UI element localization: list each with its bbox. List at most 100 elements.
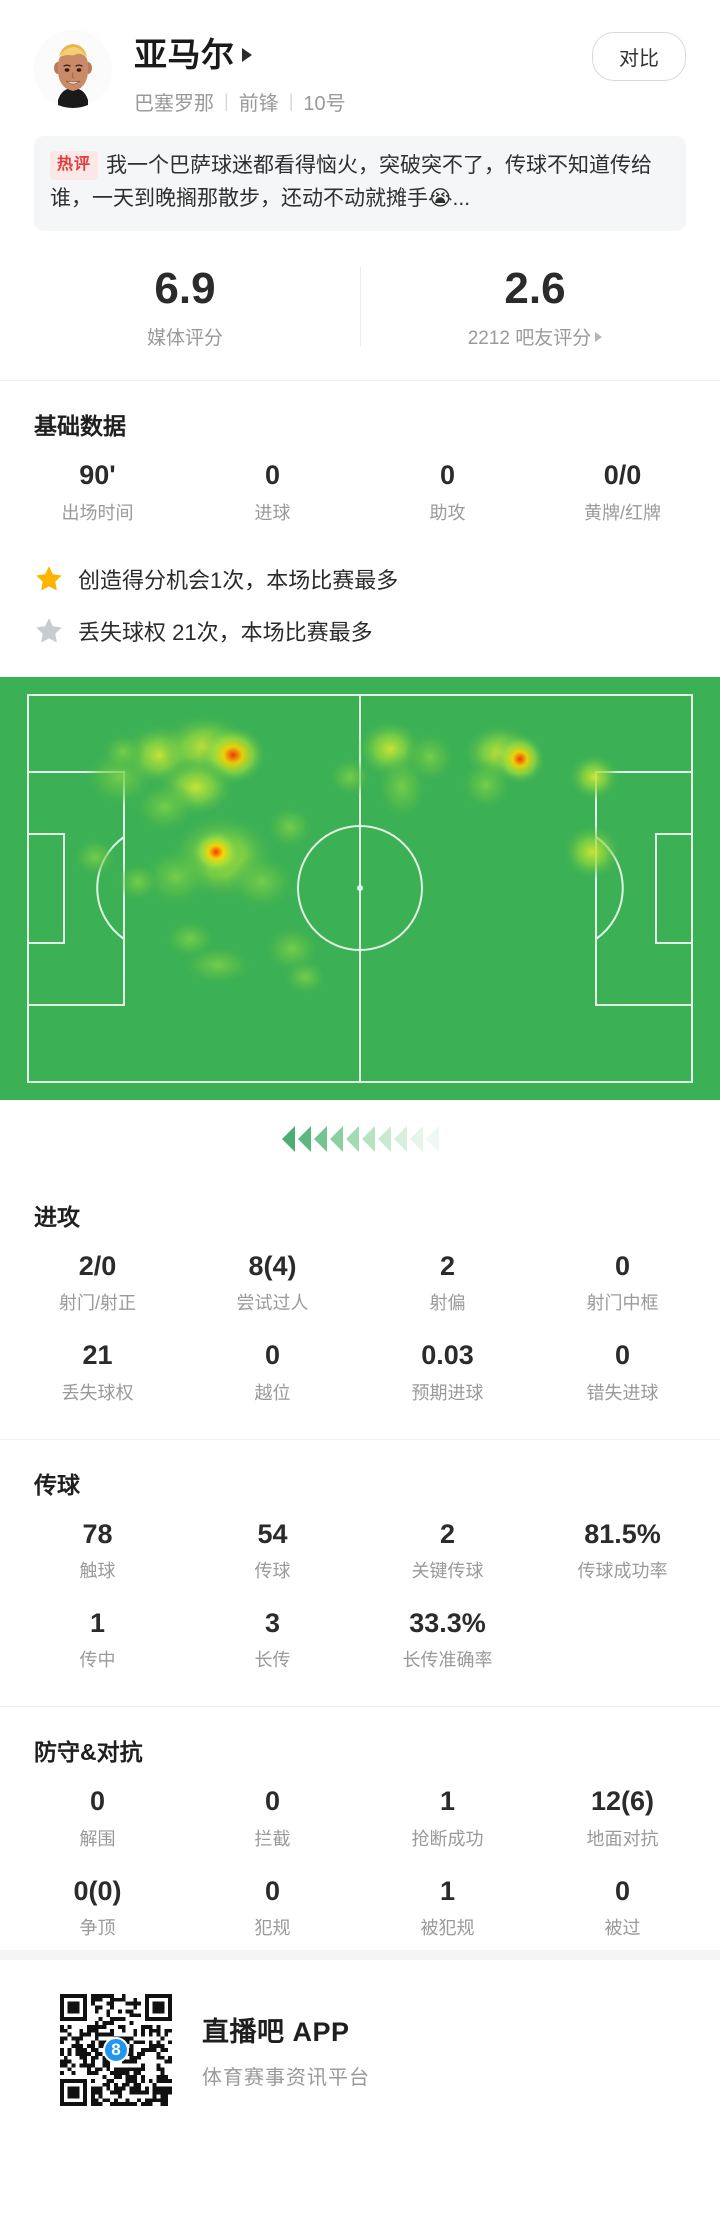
stat-value: 81.5% — [584, 1518, 661, 1549]
chevron-left-icon — [425, 1125, 439, 1152]
app-tagline: 体育赛事资讯平台 — [202, 2067, 370, 2090]
qr-code[interactable]: 8 — [60, 1994, 172, 2107]
stat-label: 长传准确率 — [402, 1650, 493, 1671]
stat-cell: 0 射门中框 — [535, 1236, 710, 1325]
stat-value: 1 — [439, 1875, 456, 1906]
player-position: 前锋 — [238, 93, 279, 115]
app-footer: 8 直播吧 APP 体育赛事资讯平台 — [0, 1960, 720, 2146]
stat-label: 长传 — [254, 1650, 291, 1671]
star-gold-icon — [36, 566, 62, 591]
stat-cell: 1 被犯规 — [360, 1861, 535, 1950]
stat-label: 关键传球 — [411, 1561, 484, 1582]
stat-label: 触球 — [79, 1561, 116, 1582]
stat-cell: 0 解围 — [10, 1771, 185, 1860]
stat-label: 越位 — [254, 1382, 291, 1403]
hot-comment-text: 我一个巴萨球迷都看得恼火，突破突不了，传球不知道传给谁，一天到晚搁那散步，还动不… — [50, 154, 653, 210]
highlights: 创造得分机会1次，本场比赛最多丢失球权 21次，本场比赛最多 — [0, 535, 720, 677]
basic-stats-grid: 90' 出场时间 0 进球 0 助攻 0/0 黄牌/红牌 — [0, 445, 720, 534]
stat-value: 0 — [264, 1875, 281, 1906]
stat-value: 0 — [89, 1786, 106, 1817]
stat-cell: 12(6) 地面对抗 — [535, 1771, 710, 1860]
divider — [0, 380, 720, 382]
stat-value: 8(4) — [248, 1250, 297, 1281]
stat-label: 传球成功率 — [577, 1561, 668, 1582]
highlight-text: 丢失球权 21次，本场比赛最多 — [78, 619, 373, 645]
avatar-image — [34, 30, 112, 108]
stat-label: 争顶 — [79, 1918, 116, 1939]
stat-value: 2 — [439, 1518, 456, 1549]
stat-cell: 0 助攻 — [360, 445, 535, 534]
stat-cell: 2 射偏 — [360, 1236, 535, 1325]
chevron-left-icon — [313, 1125, 327, 1152]
section-title-defense: 防守&对抗 — [34, 1739, 143, 1766]
section-title-basic: 基础数据 — [34, 413, 126, 440]
app-name: 直播吧 APP — [202, 2017, 350, 2048]
divider — [0, 1706, 720, 1708]
stat-label: 黄牌/红牌 — [583, 502, 661, 523]
stat-value: 54 — [257, 1518, 288, 1549]
stat-value: 0 — [264, 1786, 281, 1817]
stat-value: 0 — [264, 1340, 281, 1371]
attack-direction-arrows — [0, 1100, 720, 1172]
chevron-left-icon — [361, 1125, 375, 1152]
section-title-attack: 进攻 — [34, 1203, 80, 1230]
stat-cell: 8(4) 尝试过人 — [185, 1236, 360, 1325]
stat-cell: 0/0 黄牌/红牌 — [535, 445, 710, 534]
stat-value: 0(0) — [73, 1875, 122, 1906]
stat-cell: 2/0 射门/射正 — [10, 1236, 185, 1325]
stat-cell: 0.03 预期进球 — [360, 1325, 535, 1414]
stat-value: 2 — [439, 1250, 456, 1281]
avatar[interactable] — [34, 30, 112, 108]
stat-label: 传中 — [79, 1650, 116, 1671]
stat-label: 被过 — [604, 1918, 641, 1939]
heatmap-pitch[interactable] — [0, 676, 720, 1100]
stat-cell: 0 进球 — [185, 445, 360, 534]
chevron-left-icon — [329, 1125, 343, 1152]
stat-value: 78 — [82, 1518, 113, 1549]
stat-label: 地面对抗 — [586, 1828, 659, 1849]
hot-comment[interactable]: 热评 我一个巴萨球迷都看得恼火，突破突不了，传球不知道传给谁，一天到晚搁那散步，还… — [34, 136, 686, 232]
highlight-row: 创造得分机会1次，本场比赛最多 — [34, 553, 686, 605]
hot-comment-badge: 热评 — [50, 151, 99, 180]
stat-value: 0.03 — [421, 1340, 474, 1371]
stat-label: 犯规 — [254, 1918, 291, 1939]
stat-cell: 0 犯规 — [185, 1861, 360, 1950]
player-header: 亚马尔 巴塞罗那 | 前锋 | 10号 对比 — [0, 0, 720, 116]
stat-value: 0 — [614, 1875, 631, 1906]
stat-cell: 78 触球 — [10, 1504, 185, 1593]
stat-cell: 1 抢断成功 — [360, 1771, 535, 1860]
player-team: 巴塞罗那 — [134, 93, 214, 115]
rating-value: 2.6 — [504, 264, 566, 314]
stat-label: 被犯规 — [420, 1918, 475, 1939]
stat-label: 传球 — [254, 1561, 291, 1582]
stat-label: 丢失球权 — [61, 1382, 134, 1403]
stat-value: 1 — [89, 1608, 106, 1639]
chevron-left-icon — [297, 1125, 311, 1152]
footer-divider — [0, 1950, 720, 1961]
stat-label: 射偏 — [429, 1293, 466, 1314]
passing-stats-grid: 78 触球 54 传球 2 关键传球 81.5% 传球成功率 1 传中 3 长传 33.3% 长传准确率 — [0, 1504, 720, 1683]
stat-label: 尝试过人 — [236, 1293, 309, 1314]
stat-cell: 33.3% 长传准确率 — [360, 1593, 535, 1682]
compare-button[interactable]: 对比 — [592, 32, 686, 81]
stat-cell: 54 传球 — [185, 1504, 360, 1593]
chevron-left-icon — [281, 1125, 295, 1152]
player-meta: 巴塞罗那 | 前锋 | 10号 — [134, 87, 592, 116]
stat-value: 0/0 — [603, 460, 642, 491]
ratings-row: 6.9 媒体评分 2.6 2212 吧友评分 — [0, 257, 720, 356]
player-name-row[interactable]: 亚马尔 — [134, 28, 592, 76]
rating-value: 6.9 — [154, 264, 216, 314]
rating-label: 2212 吧友评分 — [360, 323, 710, 350]
stat-cell: 0 错失进球 — [535, 1325, 710, 1414]
stat-label: 出场时间 — [61, 502, 134, 523]
rating-column[interactable]: 2.6 2212 吧友评分 — [360, 257, 710, 356]
stat-value: 33.3% — [409, 1608, 486, 1639]
chevron-left-icon — [377, 1125, 391, 1152]
divider — [0, 1438, 720, 1440]
stat-value: 0 — [264, 460, 281, 491]
player-name: 亚马尔 — [134, 36, 235, 73]
stat-cell: 0 越位 — [185, 1325, 360, 1414]
chevron-left-icon — [409, 1125, 423, 1152]
stat-value: 0 — [614, 1250, 631, 1281]
